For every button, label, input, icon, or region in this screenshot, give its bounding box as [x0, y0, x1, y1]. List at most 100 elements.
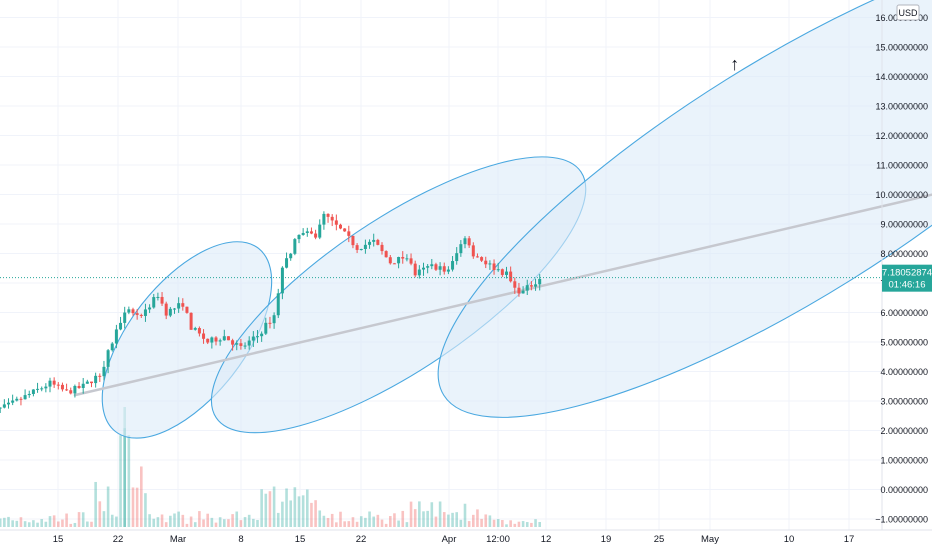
volume-bar — [11, 520, 14, 527]
x-tick-label: 22 — [113, 534, 124, 545]
candle-body — [525, 285, 529, 291]
volume-bar — [451, 512, 454, 527]
candle-body — [218, 340, 222, 342]
candle-body — [143, 309, 147, 316]
candle-body — [247, 340, 251, 346]
volume-bar — [156, 517, 160, 527]
candle-body — [517, 287, 521, 294]
candle-body — [193, 328, 197, 330]
candle-body — [272, 315, 276, 324]
volume-bar — [347, 521, 351, 527]
y-tick-label: 9.00000000 — [880, 220, 928, 230]
candle-body — [376, 239, 380, 245]
volume-bar — [364, 517, 367, 527]
y-tick-label: 12.00000000 — [875, 131, 928, 141]
arrow-up-icon[interactable]: ↑ — [730, 54, 739, 74]
trendline-drawing[interactable] — [73, 168, 932, 397]
candle-body — [538, 278, 542, 285]
currency-badge[interactable]: USD — [896, 4, 920, 21]
candle-body — [359, 249, 363, 251]
time-axis[interactable]: 15 22 Mar 8 15 22 Apr 12:00 12 19 25 May 10 17 — [53, 534, 855, 545]
candle-body — [529, 285, 533, 287]
candle-body — [305, 231, 309, 233]
x-tick-label: 17 — [844, 534, 855, 545]
candle-body — [401, 257, 405, 259]
ellipse-shape[interactable] — [381, 0, 932, 495]
candle-body — [185, 306, 189, 313]
candle-body — [7, 402, 10, 405]
candle-body — [363, 244, 367, 250]
candle-body — [52, 380, 56, 385]
trendline[interactable] — [73, 168, 932, 397]
volume-bar — [384, 523, 388, 527]
candle-body — [351, 235, 355, 246]
currency-label: USD — [898, 8, 918, 18]
volume-bar — [0, 518, 2, 527]
candle-body — [239, 343, 243, 346]
candle-body — [119, 322, 123, 330]
volume-bar — [193, 522, 197, 527]
volume-bar — [285, 488, 288, 527]
ellipse-drawings[interactable] — [70, 0, 932, 495]
candle-body — [131, 309, 135, 314]
volume-bar — [3, 517, 6, 527]
candle-body — [139, 314, 143, 316]
candle-body — [426, 266, 430, 268]
candle-body — [48, 380, 52, 387]
candle-body — [500, 269, 504, 275]
x-tick-label: 19 — [601, 534, 612, 545]
volume-bar — [98, 501, 102, 527]
candle-body — [243, 345, 247, 347]
candle-body — [231, 340, 235, 345]
volume-bar — [57, 521, 60, 527]
candle-body — [534, 284, 538, 287]
volume-bar — [447, 514, 450, 527]
volume-bar — [467, 521, 471, 527]
y-tick-label: 10.00000000 — [875, 190, 928, 200]
volume-bar — [90, 521, 93, 527]
candlestick-series — [0, 211, 542, 413]
candle-body — [44, 386, 48, 389]
volume-bar — [119, 435, 122, 527]
x-tick-label: 22 — [356, 534, 367, 545]
volume-bar — [314, 500, 317, 527]
y-tick-label: 14.00000000 — [875, 72, 928, 82]
candle-body — [98, 375, 102, 377]
candle-body — [11, 400, 15, 403]
volume-bar — [330, 513, 334, 527]
volume-bar — [218, 517, 222, 527]
last-price-badge: 7.18052874 01:46:16 — [882, 264, 932, 292]
volume-bar — [463, 503, 467, 527]
volume-bar — [521, 521, 525, 527]
volume-bar — [115, 516, 118, 527]
volume-bar — [110, 514, 114, 527]
candle-body — [347, 231, 351, 236]
volume-bar — [27, 522, 31, 527]
volume-bar — [264, 493, 268, 527]
volume-bar — [65, 513, 68, 527]
candle-body — [285, 258, 289, 268]
candle-body — [322, 213, 326, 225]
candle-body — [90, 381, 93, 384]
volume-bar — [355, 521, 359, 527]
candle-body — [23, 395, 27, 400]
candle-body — [475, 256, 479, 258]
candle-body — [384, 251, 388, 258]
candle-body — [430, 264, 434, 267]
candle-body — [463, 238, 467, 245]
x-tick-label: 12:00 — [486, 534, 510, 545]
arrow-up-marker[interactable]: ↑ — [730, 54, 739, 74]
candle-body — [189, 312, 193, 330]
volume-bar — [517, 521, 521, 527]
candle-body — [135, 313, 139, 315]
candle-body — [94, 375, 98, 384]
volume-bar — [393, 513, 396, 527]
volume-bar — [484, 514, 488, 527]
candle-body — [446, 269, 450, 272]
price-badge-bg — [882, 264, 932, 292]
volume-bar — [413, 509, 417, 527]
volume-bar — [339, 511, 342, 527]
volume-bar — [210, 517, 214, 527]
last-price-value: 7.18052874 — [882, 268, 932, 279]
